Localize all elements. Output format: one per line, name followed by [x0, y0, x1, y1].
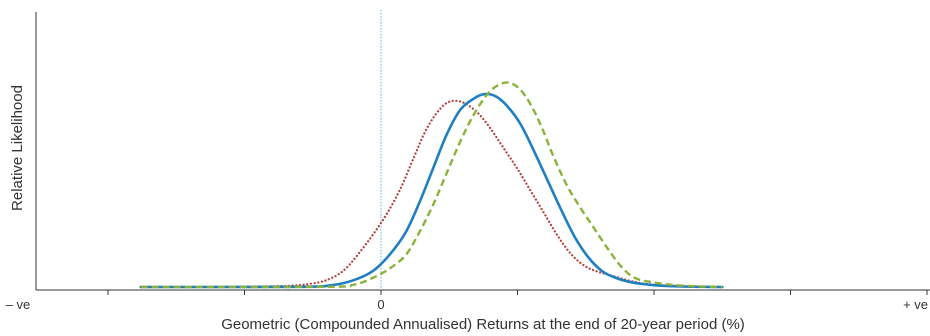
y-axis-label: Relative Likelihood [9, 85, 26, 211]
x-tick-group: – ve 0 + ve [6, 290, 928, 312]
x-tick-label: – ve [6, 297, 31, 312]
x-axis-label: Geometric (Compounded Annualised) Return… [221, 316, 745, 333]
x-tick-label: 0 [377, 297, 384, 312]
series-line-blue-solid [139, 92, 724, 289]
series-group [139, 81, 724, 289]
series-line-red-dotted [139, 99, 724, 289]
series-line-green-dashed [140, 81, 723, 289]
chart-axes [35, 12, 930, 291]
x-tick-label: + ve [903, 297, 928, 312]
